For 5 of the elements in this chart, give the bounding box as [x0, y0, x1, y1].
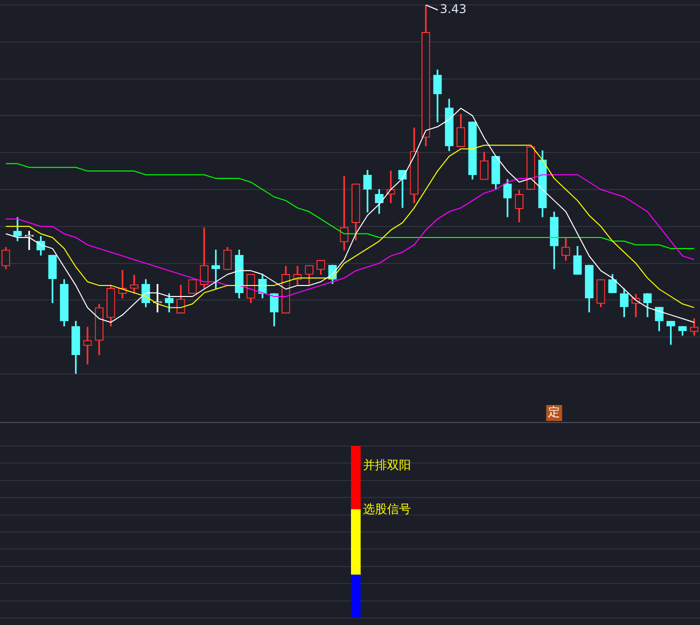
annotation: 3.43: [440, 2, 467, 16]
text: 定: [548, 405, 560, 420]
annotation: 并排双阳: [362, 458, 411, 472]
candlestick: [83, 326, 92, 364]
annotation: 选股信号: [362, 502, 411, 516]
